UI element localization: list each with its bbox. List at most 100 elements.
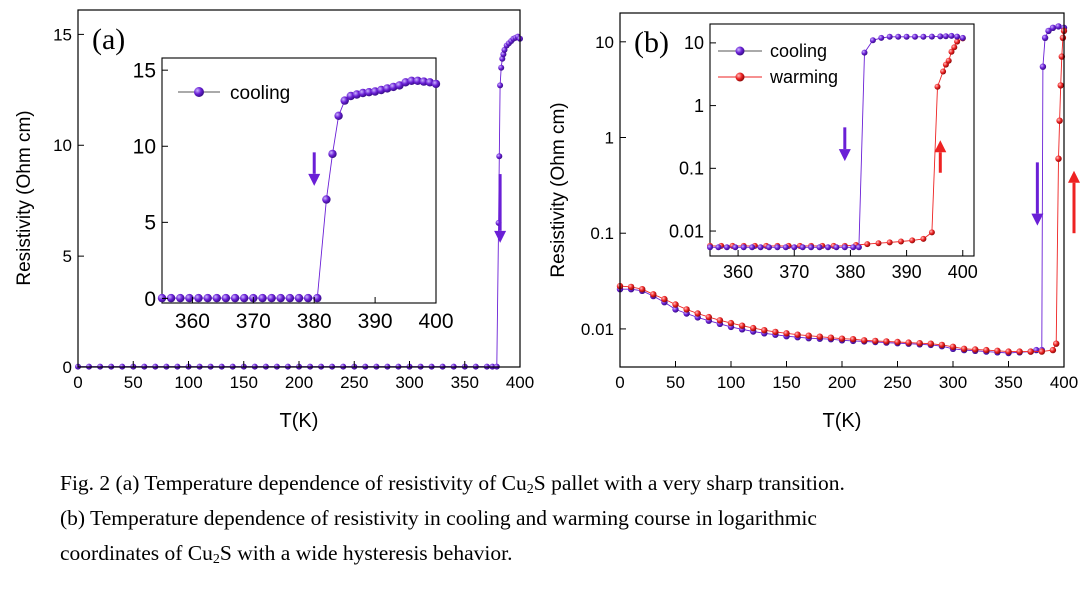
cooling-point <box>221 293 231 303</box>
cooling-point <box>1041 34 1049 41</box>
legend-marker-cooling <box>735 46 745 56</box>
warming-point <box>934 83 941 90</box>
warming-point <box>960 345 968 352</box>
warming-point <box>772 328 779 336</box>
cooling-point <box>176 293 185 303</box>
panel-b-xtick-label: 350 <box>994 373 1022 392</box>
panel-a-xtick-label: 150 <box>230 373 258 392</box>
panel-b-ytick-label: 10 <box>595 33 614 52</box>
panel-a-xtick-label: 100 <box>174 373 202 392</box>
cooling-point <box>948 32 955 39</box>
inset-a-xtick-label: 370 <box>236 310 271 333</box>
cooling-point <box>707 244 713 251</box>
cooling-point <box>869 37 876 44</box>
panel-a-label: (a) <box>92 23 125 56</box>
panel-b-xtick-label: 300 <box>939 373 967 392</box>
panel-a-xtick-label: 200 <box>285 373 313 392</box>
warming-point <box>949 343 957 350</box>
warming-point <box>983 346 990 354</box>
legend-marker-cooling <box>194 87 204 97</box>
warming-point <box>940 68 947 75</box>
inset-b-legend: cooling warming <box>718 41 838 87</box>
warming-point <box>1038 348 1046 355</box>
legend-label-warming: warming <box>769 67 838 87</box>
cooling-point <box>497 82 504 89</box>
cooling-point <box>799 244 806 251</box>
cooling-arrow <box>838 127 851 162</box>
warming-point <box>816 333 823 340</box>
panel-b-xlabel: T(K) <box>823 410 862 432</box>
inset-b-ytick-label: 0.01 <box>669 221 704 241</box>
warming-point <box>1053 340 1060 347</box>
legend-label-cooling: cooling <box>770 41 827 61</box>
warming-point <box>1055 155 1062 162</box>
cooling-point <box>861 49 868 56</box>
panel-a-ytick-label: 10 <box>53 136 72 155</box>
cooling-point <box>419 77 428 86</box>
cooling-point <box>816 244 823 251</box>
panel-a-xtick-label: 400 <box>506 373 534 392</box>
cooling-point <box>895 33 902 40</box>
inset-a-xtick-label: 380 <box>297 310 332 333</box>
panel-b-xtick-label: 50 <box>666 373 685 392</box>
cooling-point <box>1039 63 1047 70</box>
cooling-point <box>723 244 730 251</box>
panel-a-inset: 360 370 380 390 400 0 5 10 15 cooling <box>133 57 454 333</box>
cooling-point <box>203 293 212 303</box>
cooling-point <box>850 244 857 251</box>
warming-point <box>716 317 724 324</box>
cooling-point <box>230 293 240 303</box>
warming-arrow <box>1067 170 1080 234</box>
warming-point <box>1016 348 1023 355</box>
cooling-point <box>276 293 285 303</box>
warming-point <box>705 313 712 321</box>
figure-caption: Fig. 2 (a) Temperature dependence of res… <box>60 466 1060 571</box>
cooling-point <box>499 55 506 62</box>
cooling-point <box>413 76 422 86</box>
inset-a-ytick-label: 10 <box>133 136 156 159</box>
warming-point <box>1057 82 1064 89</box>
cooling-point <box>841 244 848 251</box>
warming-point <box>927 340 934 347</box>
warming-point <box>672 301 679 308</box>
cooling-point <box>358 88 368 98</box>
warming-point <box>938 341 946 349</box>
panel-b-inset-frame <box>709 23 975 257</box>
caption-line-1: Fig. 2 (a) Temperature dependence of res… <box>60 471 845 497</box>
panel-b-inset: 360 370 380 390 400 0.01 0.1 1 10 cooling warmin… <box>669 23 978 282</box>
panel-a-ylabel: Resistivity (Ohm cm) <box>14 110 35 285</box>
panel-a-ytick-label: 5 <box>63 247 72 266</box>
cooling-point <box>1049 24 1057 31</box>
cooling-point <box>240 293 249 303</box>
panel-a-ytick-label: 15 <box>53 25 72 44</box>
inset-a-xtick-label: 390 <box>358 310 393 333</box>
inset-b-xtick-label: 380 <box>835 262 865 282</box>
cooling-point <box>431 79 441 89</box>
inset-a-ytick-label: 15 <box>133 60 156 83</box>
cooling-point <box>322 195 331 204</box>
cooling-point <box>212 293 221 303</box>
cooling-point <box>340 96 349 105</box>
panel-a-xtick-label: 50 <box>124 373 143 392</box>
cooling-point <box>833 244 840 251</box>
warming-point <box>727 319 735 327</box>
cooling-point <box>942 33 949 40</box>
warming-point <box>650 291 657 298</box>
cooling-point <box>267 293 276 303</box>
warming-point <box>894 338 901 346</box>
cooling-point <box>1055 23 1062 30</box>
warming-point <box>849 336 857 343</box>
legend-label-cooling: cooling <box>230 83 290 104</box>
cooling-point <box>732 244 739 251</box>
cooling-point <box>328 149 337 159</box>
warming-point <box>838 335 846 342</box>
cooling-point <box>791 244 798 251</box>
panel-b-ylabel: Resistivity (Ohm cm) <box>548 102 569 277</box>
warming-point <box>1027 348 1034 355</box>
panel-b-ytick-label: 0.1 <box>590 224 614 243</box>
panel-a-xtick-label: 0 <box>73 373 82 392</box>
panel-b-label: (b) <box>634 26 669 59</box>
cooling-point <box>313 293 322 303</box>
warming-point <box>805 332 812 339</box>
inset-a-ytick-label: 5 <box>144 212 156 235</box>
